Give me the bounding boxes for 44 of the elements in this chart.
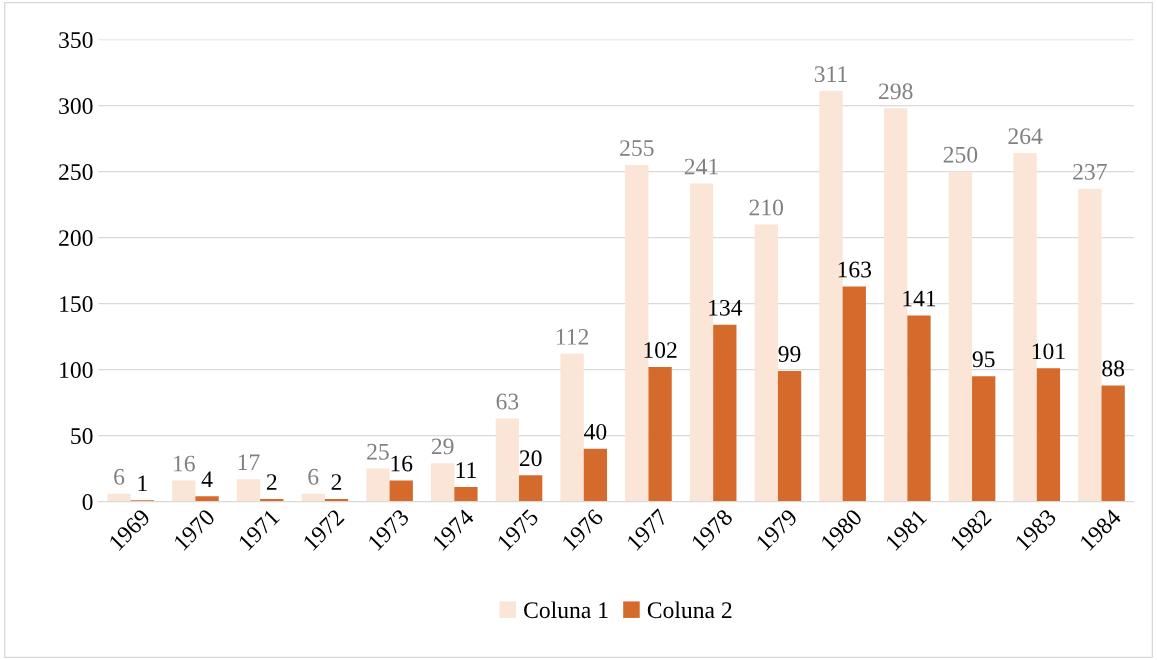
- data-label: 40: [584, 423, 607, 440]
- data-label: 6: [114, 468, 125, 485]
- data-label: 88: [1102, 360, 1125, 377]
- data-label: 255: [620, 140, 654, 157]
- data-label: 17: [238, 454, 260, 470]
- y-tick-label: 300: [59, 98, 93, 115]
- y-tick-label: 0: [82, 494, 93, 511]
- data-label: 241: [684, 158, 718, 175]
- data-label: 311: [814, 66, 847, 83]
- legend-label: Coluna 1: [524, 601, 608, 619]
- y-tick-label: 200: [59, 230, 93, 247]
- data-label: 11: [456, 462, 476, 478]
- data-label: 163: [838, 261, 872, 278]
- legend-label: Coluna 2: [647, 601, 732, 619]
- data-label: 99: [778, 346, 801, 362]
- data-label: 237: [1073, 163, 1107, 180]
- y-tick-label: 100: [60, 362, 93, 379]
- data-label: 2: [266, 474, 277, 490]
- data-label: 1: [138, 475, 147, 492]
- x-tick-label: 1981: [885, 508, 928, 551]
- y-tick-label: 350: [59, 32, 93, 49]
- data-label: 2: [331, 474, 342, 490]
- data-label: 25: [367, 443, 389, 460]
- data-label: 264: [1008, 128, 1043, 145]
- data-label: 16: [174, 455, 195, 472]
- data-label: 16: [391, 455, 413, 472]
- data-label: 210: [749, 199, 784, 216]
- data-label: 6: [308, 468, 319, 485]
- data-label: 29: [431, 438, 454, 455]
- data-label: 112: [556, 328, 589, 345]
- data-label: 298: [879, 83, 913, 100]
- data-label: 141: [903, 290, 936, 307]
- y-tick-label: 250: [59, 164, 93, 181]
- data-label: 20: [519, 450, 542, 467]
- data-label: 95: [972, 351, 995, 368]
- data-label: 4: [201, 471, 213, 488]
- y-tick-label: 50: [71, 428, 93, 445]
- data-label: 63: [496, 393, 519, 410]
- data-label: 250: [943, 146, 978, 163]
- x-tick-label: 1971: [237, 508, 281, 551]
- data-label: 102: [644, 342, 677, 358]
- y-tick-label: 150: [60, 296, 93, 313]
- data-label: 101: [1032, 343, 1065, 360]
- data-label: 134: [709, 299, 743, 316]
